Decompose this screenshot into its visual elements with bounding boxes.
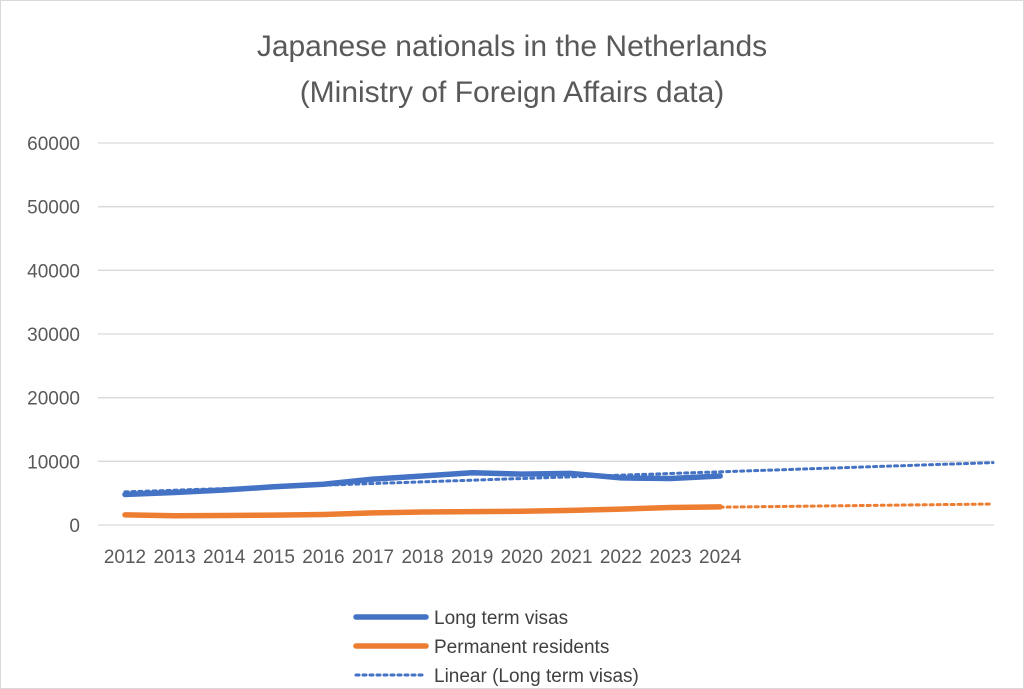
x-tick-label: 2016 [302,547,344,568]
x-tick-label: 2019 [451,547,493,568]
y-tick-label: 40000 [27,261,80,282]
x-tick-label: 2021 [550,547,592,568]
x-tick-label: 2022 [600,547,642,568]
legend-label: Long term visas [434,608,568,629]
y-tick-label: 0 [69,516,80,537]
x-tick-label: 2015 [253,547,295,568]
y-tick-label: 30000 [27,325,80,346]
chart-title-line2: (Ministry of Foreign Affairs data) [299,76,725,109]
legend-label: Linear (Long term visas) [434,666,639,687]
y-tick-label: 10000 [27,452,80,473]
series-line [122,470,723,498]
legend-label: Permanent residents [434,637,609,658]
x-tick-label: 2018 [401,547,443,568]
trendline [718,502,995,509]
trendline [123,461,995,494]
y-tick-label: 20000 [27,389,80,410]
y-tick-label: 60000 [27,134,80,155]
chart-title-line1: Japanese nationals in the Netherlands [256,30,768,63]
x-tick-label: 2012 [104,547,146,568]
series-line [122,504,723,519]
x-tick-label: 2024 [699,547,742,568]
y-tick-label: 50000 [27,198,80,219]
x-tick-label: 2017 [352,547,394,568]
x-tick-label: 2020 [501,547,543,568]
x-tick-label: 2014 [203,547,246,568]
x-tick-label: 2023 [649,547,691,568]
x-tick-label: 2013 [153,547,195,568]
